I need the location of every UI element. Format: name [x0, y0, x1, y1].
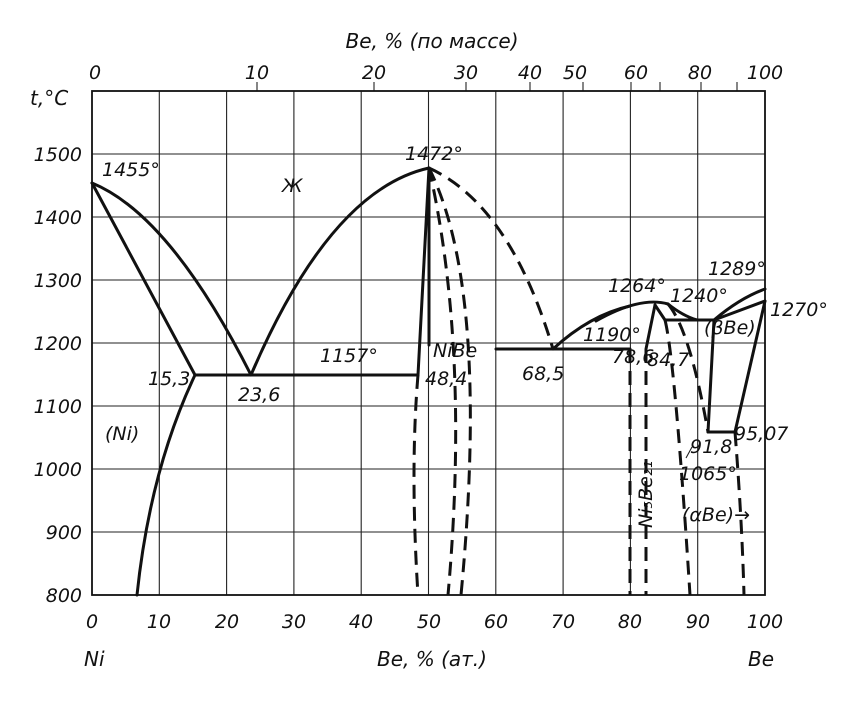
top-tick-80: 80 [688, 62, 712, 84]
x-tick-90: 90 [686, 611, 710, 633]
top-axis-title: Be, % (по массе) [345, 29, 518, 53]
label-78-6: 78,6 [612, 346, 654, 368]
ni5be21-left [644, 303, 657, 351]
y-tick-1300: 1300 [34, 270, 82, 292]
label-15-3: 15,3 [148, 368, 190, 390]
y-tick-1100: 1100 [34, 396, 82, 418]
label-1264: 1264° [608, 275, 666, 297]
dashed-boundaries [412, 166, 746, 596]
nibe-right-solvus-outer [427, 167, 458, 596]
bottom-axis-title: Be, % (ат.) [377, 647, 487, 671]
liquidus-nibe-left [249, 166, 431, 377]
leader-1065 [685, 446, 693, 459]
nibe-solidus-left [416, 166, 431, 377]
y-tick-800: 800 [46, 585, 82, 607]
phase-alpha-be: (αBe)→ [682, 504, 750, 526]
x-tick-30: 30 [282, 611, 306, 633]
top-tick-60: 60 [624, 62, 648, 84]
alpha-be-boundary [733, 431, 746, 596]
x-tick-60: 60 [484, 611, 508, 633]
element-ni: Ni [84, 647, 105, 671]
x-tick-0: 0 [86, 611, 98, 633]
top-tick-0: 0 [89, 62, 101, 84]
label-1240: 1240° [670, 285, 728, 307]
label-1065: 1065° [679, 463, 737, 485]
left-axis-title: t,°C [30, 86, 68, 110]
nibe-right-solvus-inner [427, 167, 472, 596]
top-tick-50: 50 [563, 62, 587, 84]
x-tick-10: 10 [147, 611, 171, 633]
label-91-8: 91,8 [690, 436, 732, 458]
phase-nibe: NiBe [433, 340, 477, 362]
solidus-ni [90, 181, 197, 377]
liquidus-be [712, 287, 767, 322]
y-tick-1400: 1400 [34, 207, 82, 229]
beta-alpha-transition [663, 319, 692, 596]
x-tick-50: 50 [417, 611, 441, 633]
label-1157: 1157° [320, 345, 378, 367]
beta-be-solvus-right [733, 299, 767, 434]
y-tick-1200: 1200 [34, 333, 82, 355]
label-23-6: 23,6 [238, 384, 280, 406]
label-68-5: 68,5 [522, 363, 564, 385]
solvus-ni [135, 373, 197, 597]
x-tick-100: 100 [747, 611, 783, 633]
y-tick-1500: 1500 [34, 144, 82, 166]
top-tick-30: 30 [454, 62, 478, 84]
top-tick-10: 10 [245, 62, 269, 84]
label-1289: 1289° [708, 258, 766, 280]
liquidus-ni5be21-dome [594, 300, 670, 323]
x-tick-40: 40 [349, 611, 373, 633]
label-1190: 1190° [583, 324, 641, 346]
solidus-be [712, 299, 767, 322]
x-tick-80: 80 [618, 611, 642, 633]
point-labels: 1455° 1472° 1157° 1190° 1264° 1240° 1289… [102, 143, 828, 485]
phase-beta-be: (βBe) [704, 317, 756, 339]
x-tick-20: 20 [215, 611, 239, 633]
label-1472: 1472° [405, 143, 463, 165]
nibe-left-solvus [412, 374, 420, 596]
y-tick-1000: 1000 [34, 459, 82, 481]
liquidus-68-5-right [428, 166, 555, 350]
top-axis: Be, % (по массе) 0 10 20 30 40 50 60 80 … [89, 29, 783, 84]
liquidus-ni [90, 181, 253, 377]
top-tick-20: 20 [362, 62, 386, 84]
top-tick-100: 100 [747, 62, 783, 84]
label-95-07: 95,07 [734, 423, 788, 445]
x-tick-70: 70 [551, 611, 575, 633]
phase-ni5be21: Ni₅Be₂₁ [635, 461, 657, 528]
phase-liquid: Ж [281, 175, 304, 197]
beta-be-solvus-left [706, 318, 716, 434]
ni5be21-liquidus-left [666, 303, 710, 433]
label-1270: 1270° [770, 299, 828, 321]
phase-labels: Ж (Ni) NiBe Ni₅Be₂₁ (βBe) (αBe)→ [105, 175, 756, 528]
label-48-4: 48,4 [425, 368, 467, 390]
label-84-7: 84,7 [647, 349, 689, 371]
label-1455: 1455° [102, 159, 160, 181]
bottom-axis: 0 10 20 30 40 50 60 70 80 90 100 Ni Be, … [84, 611, 783, 671]
element-be: Be [748, 647, 774, 671]
left-axis: t,°C 1500 1400 1300 1200 1100 1000 900 8… [30, 86, 82, 607]
ni5be21-right [653, 303, 667, 322]
solid-boundaries [90, 166, 767, 597]
y-tick-900: 900 [46, 522, 82, 544]
phase-ni: (Ni) [105, 423, 139, 445]
top-tick-40: 40 [518, 62, 542, 84]
